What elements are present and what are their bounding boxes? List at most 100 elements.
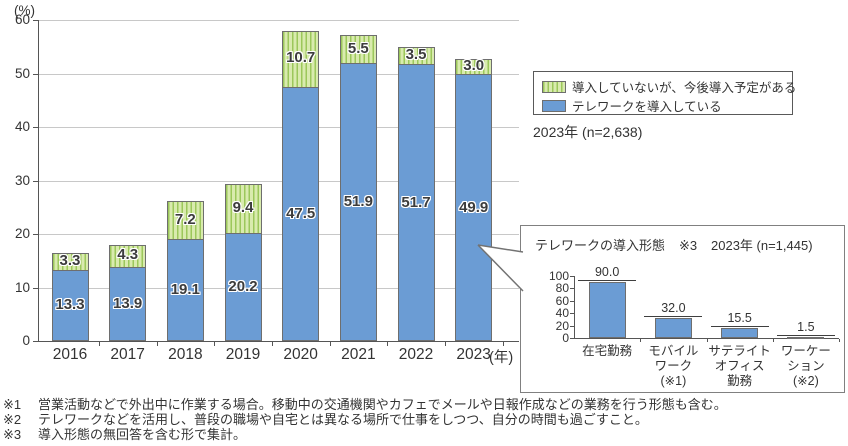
bar-planned-2023 [455, 58, 493, 76]
inset-y-axis-tick-label: 60 [555, 293, 569, 308]
x-tick-0 [98, 342, 100, 346]
gridline-10 [38, 287, 519, 289]
footnote-2-marker: ※2 [3, 412, 22, 428]
inset-x-axis-label-2: サテライト オフィス 勤務 [708, 344, 771, 388]
inset-x-axis-line [574, 338, 839, 339]
bar-introduced-2019 [224, 232, 262, 341]
y-axis-line [38, 20, 39, 342]
bar-value-introduced-2022: 51.7 [401, 193, 431, 211]
inset-bar-1 [654, 318, 692, 338]
x-axis-label-2023: 2023 [456, 346, 491, 363]
footnote-3-text: 導入形態の無回答を含む形で集計。 [38, 427, 247, 443]
x-tick-2 [214, 342, 216, 346]
footnote-2: ※2 テレワークなどを活用し、普段の職場や自宅とは異なる場所で仕事をしつつ、自分… [3, 412, 845, 427]
y-tick-30 [33, 180, 38, 182]
bar-introduced-2017 [109, 266, 147, 341]
inset-x-axis-label-3: ワーケー ション (※2) [780, 344, 831, 388]
inset-x-tick-3 [839, 339, 840, 342]
inset-y-axis-tick-label: 0 [562, 331, 569, 345]
inset-y-axis-line [574, 276, 575, 339]
blue-swatch-icon [542, 99, 566, 112]
inset-x-axis-label-1: モバイル ワーク (※1) [648, 344, 699, 388]
bar-value-introduced-2021: 51.9 [343, 193, 373, 211]
x-axis-unit-label: (年) [489, 350, 514, 366]
footnote-1: ※1 営業活動などで外出中に作業する場合。移動中の交通機関やカフェでメールや日報… [3, 397, 845, 412]
bar-value-introduced-2023: 49.9 [459, 198, 489, 216]
gridline-20 [38, 234, 519, 235]
y-axis-tick-label: 10 [14, 279, 30, 295]
inset-callout-box: テレワークの導入形態 ※3 2023年 (n=1,445) 0 20 40 60 80 10… [520, 225, 845, 393]
inset-x-axis-label-0: 在宅勤務 [582, 344, 633, 358]
bar-value-introduced-2020: 47.5 [286, 204, 316, 222]
y-tick-20 [33, 234, 38, 235]
x-axis-label-2019: 2019 [225, 346, 261, 363]
bar-planned-2019 [224, 183, 262, 234]
bar-value-introduced-2017: 13.9 [113, 294, 143, 312]
bar-planned-2020 [282, 30, 320, 88]
x-axis-label-2016: 2016 [52, 346, 88, 363]
y-axis-tick-label: 30 [14, 172, 30, 188]
x-tick-5 [387, 342, 389, 346]
footnote-2-text: テレワークなどを活用し、普段の職場や自宅とは異なる場所で仕事をしつつ、自分の時間… [38, 412, 648, 428]
inset-bar-value-1: 32.0 [644, 301, 703, 318]
bar-introduced-2022 [397, 64, 435, 341]
bar-planned-2017 [109, 244, 147, 268]
footnote-1-marker: ※1 [3, 397, 22, 412]
x-axis-label-2017: 2017 [110, 346, 145, 363]
inset-y-tick-100 [570, 276, 574, 277]
bar-introduced-2018 [166, 238, 204, 341]
x-axis-label-2021: 2021 [341, 346, 376, 363]
gridline-30 [38, 180, 519, 182]
inset-bar-value-3: 1.5 [776, 320, 835, 336]
gridline-40 [38, 127, 519, 128]
legend-item-planned: 導入していないが、今後導入予定がある [542, 77, 796, 96]
inset-title: テレワークの導入形態 ※3 [535, 235, 697, 254]
bar-introduced-2020 [282, 86, 320, 341]
bar-planned-2018 [166, 201, 204, 240]
footnote-3-marker: ※3 [3, 427, 22, 443]
y-axis-tick-label: 40 [14, 119, 30, 134]
y-tick-10 [33, 287, 38, 289]
bar-value-introduced-2019: 20.2 [228, 277, 258, 295]
green-striped-swatch-icon [542, 80, 566, 93]
y-axis-unit-label: (%) [14, 3, 35, 18]
inset-y-axis-tick-label: 100 [548, 269, 569, 283]
bar-value-planned-2023: 3.0 [463, 57, 485, 74]
inset-title-text: テレワークの導入形態 [535, 238, 666, 253]
gridline-50 [38, 73, 519, 75]
inset-y-tick-0 [570, 338, 574, 339]
y-axis-tick-label: 50 [14, 65, 30, 81]
legend-label-planned: 導入していないが、今後導入予定がある [572, 81, 797, 95]
footnote-3: ※3 導入形態の無回答を含む形で集計。 [3, 427, 845, 442]
y-axis-tick-label: 20 [14, 226, 30, 241]
x-tick-4 [329, 342, 331, 346]
bar-value-introduced-2016: 13.3 [55, 296, 85, 314]
x-tick-7 [502, 342, 504, 346]
x-tick-6 [444, 342, 446, 346]
bar-planned-2021 [339, 34, 377, 65]
callout-pointer-icon [477, 244, 524, 292]
y-tick-40 [33, 127, 38, 128]
inset-y-tick-40 [570, 313, 574, 315]
x-axis-line [38, 341, 519, 342]
inset-x-tick-1 [706, 339, 708, 342]
bar-value-planned-2016: 3.3 [59, 252, 81, 270]
inset-bar-value-0: 90.0 [578, 265, 637, 282]
inset-x-tick-2 [772, 339, 774, 342]
bar-planned-2022 [397, 46, 435, 66]
inset-bar-chart: 0 20 40 60 80 100 90.0 在宅勤務 32.0 モバイル ワーク (※1) 15.… [521, 226, 846, 394]
gridline-60 [38, 20, 519, 21]
y-tick-50 [33, 73, 38, 75]
inset-sample-size-note: 2023年 (n=1,445) [711, 238, 813, 253]
bar-value-planned-2020: 10.7 [286, 49, 316, 67]
bar-value-planned-2017: 4.3 [117, 246, 139, 264]
inset-y-tick-60 [570, 300, 574, 302]
bar-value-planned-2021: 5.5 [347, 39, 369, 57]
inset-y-tick-80 [570, 288, 574, 290]
bar-value-planned-2019: 9.4 [232, 198, 254, 216]
footnote-1-text: 営業活動などで外出中に作業する場合。移動中の交通機関やカフェでメールや日報作成な… [38, 397, 727, 412]
x-axis-label-2022: 2022 [398, 346, 434, 363]
bar-value-introduced-2018: 19.1 [170, 280, 200, 298]
